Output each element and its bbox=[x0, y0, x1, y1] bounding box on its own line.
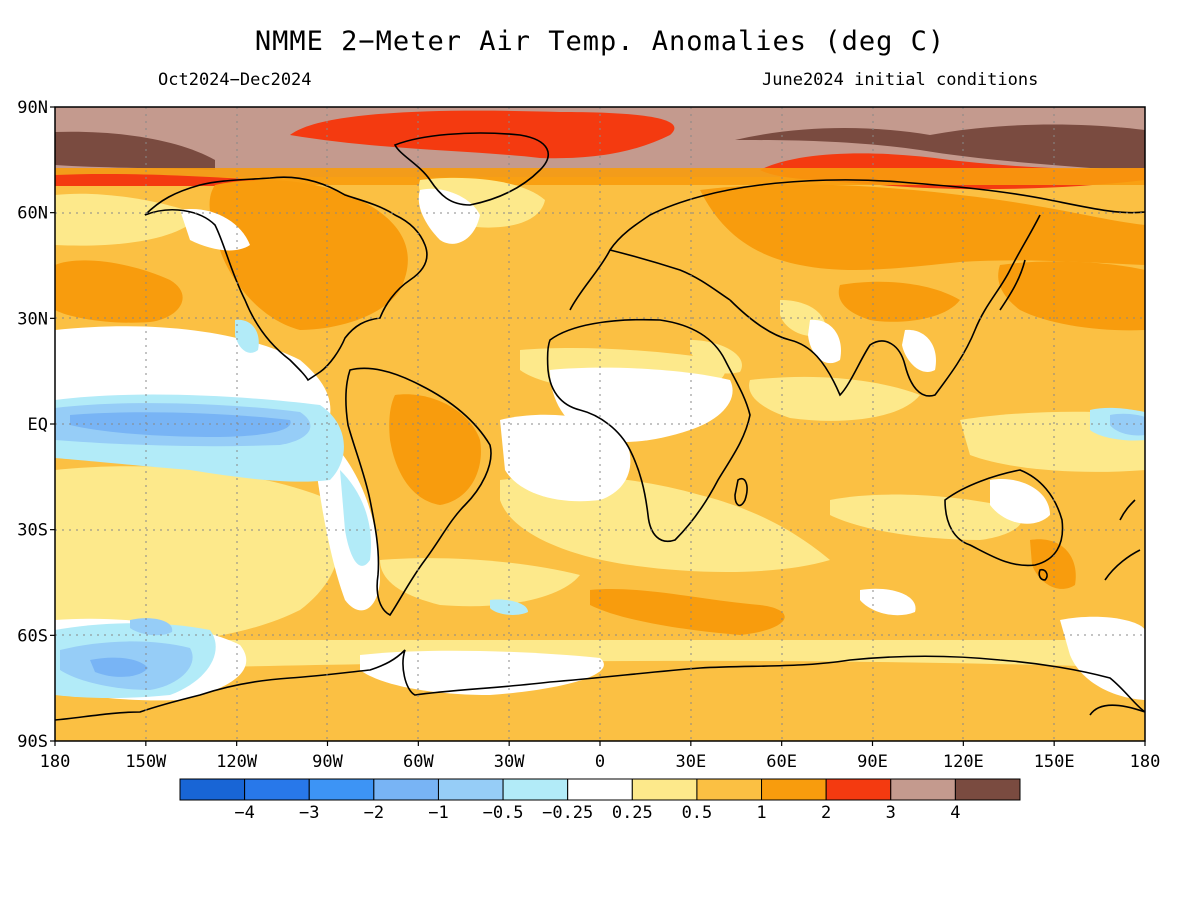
colorbar-label: −3 bbox=[299, 803, 319, 823]
colorbar-label: 3 bbox=[886, 803, 896, 823]
colorbar-label: 1 bbox=[756, 803, 766, 823]
lon-label: 30W bbox=[494, 752, 525, 772]
colorbar-swatch bbox=[890, 778, 956, 801]
lon-label: 30E bbox=[675, 752, 706, 772]
map-title: NMME 2−Meter Air Temp. Anomalies (deg C) bbox=[254, 26, 946, 57]
colorbar-swatch bbox=[308, 778, 375, 801]
colorbar-label: 0.5 bbox=[682, 803, 713, 823]
coastlines bbox=[55, 132, 1145, 721]
colorbar-label: −0.25 bbox=[542, 803, 593, 823]
lat-label: 60N bbox=[17, 204, 48, 224]
grid-lines bbox=[55, 107, 1145, 741]
lon-label: 120E bbox=[943, 752, 984, 772]
colorbar-swatch bbox=[825, 778, 892, 801]
latitude-labels: 90N 60N 30N EQ 30S 60S 90S bbox=[17, 98, 48, 752]
colorbar-swatch bbox=[244, 778, 310, 801]
colorbar-label: −2 bbox=[364, 803, 384, 823]
lat-label: 30S bbox=[17, 521, 48, 541]
lat-label: 60S bbox=[17, 626, 48, 646]
lon-label: 150E bbox=[1034, 752, 1075, 772]
forecast-period: Oct2024−Dec2024 bbox=[158, 70, 312, 90]
colorbar-swatch bbox=[631, 778, 698, 801]
colorbar-label: 2 bbox=[821, 803, 831, 823]
lon-label: 60E bbox=[766, 752, 797, 772]
lon-label: 150W bbox=[125, 752, 167, 772]
colorbar-label: −0.5 bbox=[483, 803, 524, 823]
colorbar-label: 0.25 bbox=[612, 803, 653, 823]
initial-conditions: June2024 initial conditions bbox=[762, 70, 1039, 90]
colorbar-swatch bbox=[567, 778, 633, 801]
lon-label: 0 bbox=[595, 752, 605, 772]
lon-label: 90E bbox=[857, 752, 888, 772]
lon-label: 90W bbox=[312, 752, 343, 772]
colorbar-swatch bbox=[696, 778, 763, 801]
colorbar-swatch bbox=[179, 778, 246, 801]
lon-label: 180 bbox=[1130, 752, 1161, 772]
colorbar-swatch bbox=[761, 778, 827, 801]
colorbar-swatch bbox=[373, 778, 439, 801]
colorbar-label: 4 bbox=[950, 803, 960, 823]
colorbar: −4 −3 −2 −1 −0.5 −0.25 0.25 0.5 1 2 3 4 bbox=[179, 778, 1021, 823]
lat-label: 30N bbox=[17, 309, 48, 329]
colorbar-swatch bbox=[437, 778, 504, 801]
axis-ticks bbox=[50, 106, 1146, 746]
longitude-labels: 180 150W 120W 90W 60W 30W 0 30E 60E 90E 120E 150E 18… bbox=[40, 752, 1161, 772]
lat-label: 90N bbox=[17, 98, 48, 118]
colorbar-label: −4 bbox=[234, 803, 254, 823]
lon-label: 180 bbox=[40, 752, 71, 772]
lat-label: 90S bbox=[17, 732, 48, 752]
colorbar-label: −1 bbox=[428, 803, 448, 823]
lat-label: EQ bbox=[28, 415, 48, 435]
colorbar-swatch bbox=[954, 778, 1021, 801]
lon-label: 120W bbox=[216, 752, 258, 772]
colorbar-swatch bbox=[502, 778, 569, 801]
lon-label: 60W bbox=[403, 752, 434, 772]
